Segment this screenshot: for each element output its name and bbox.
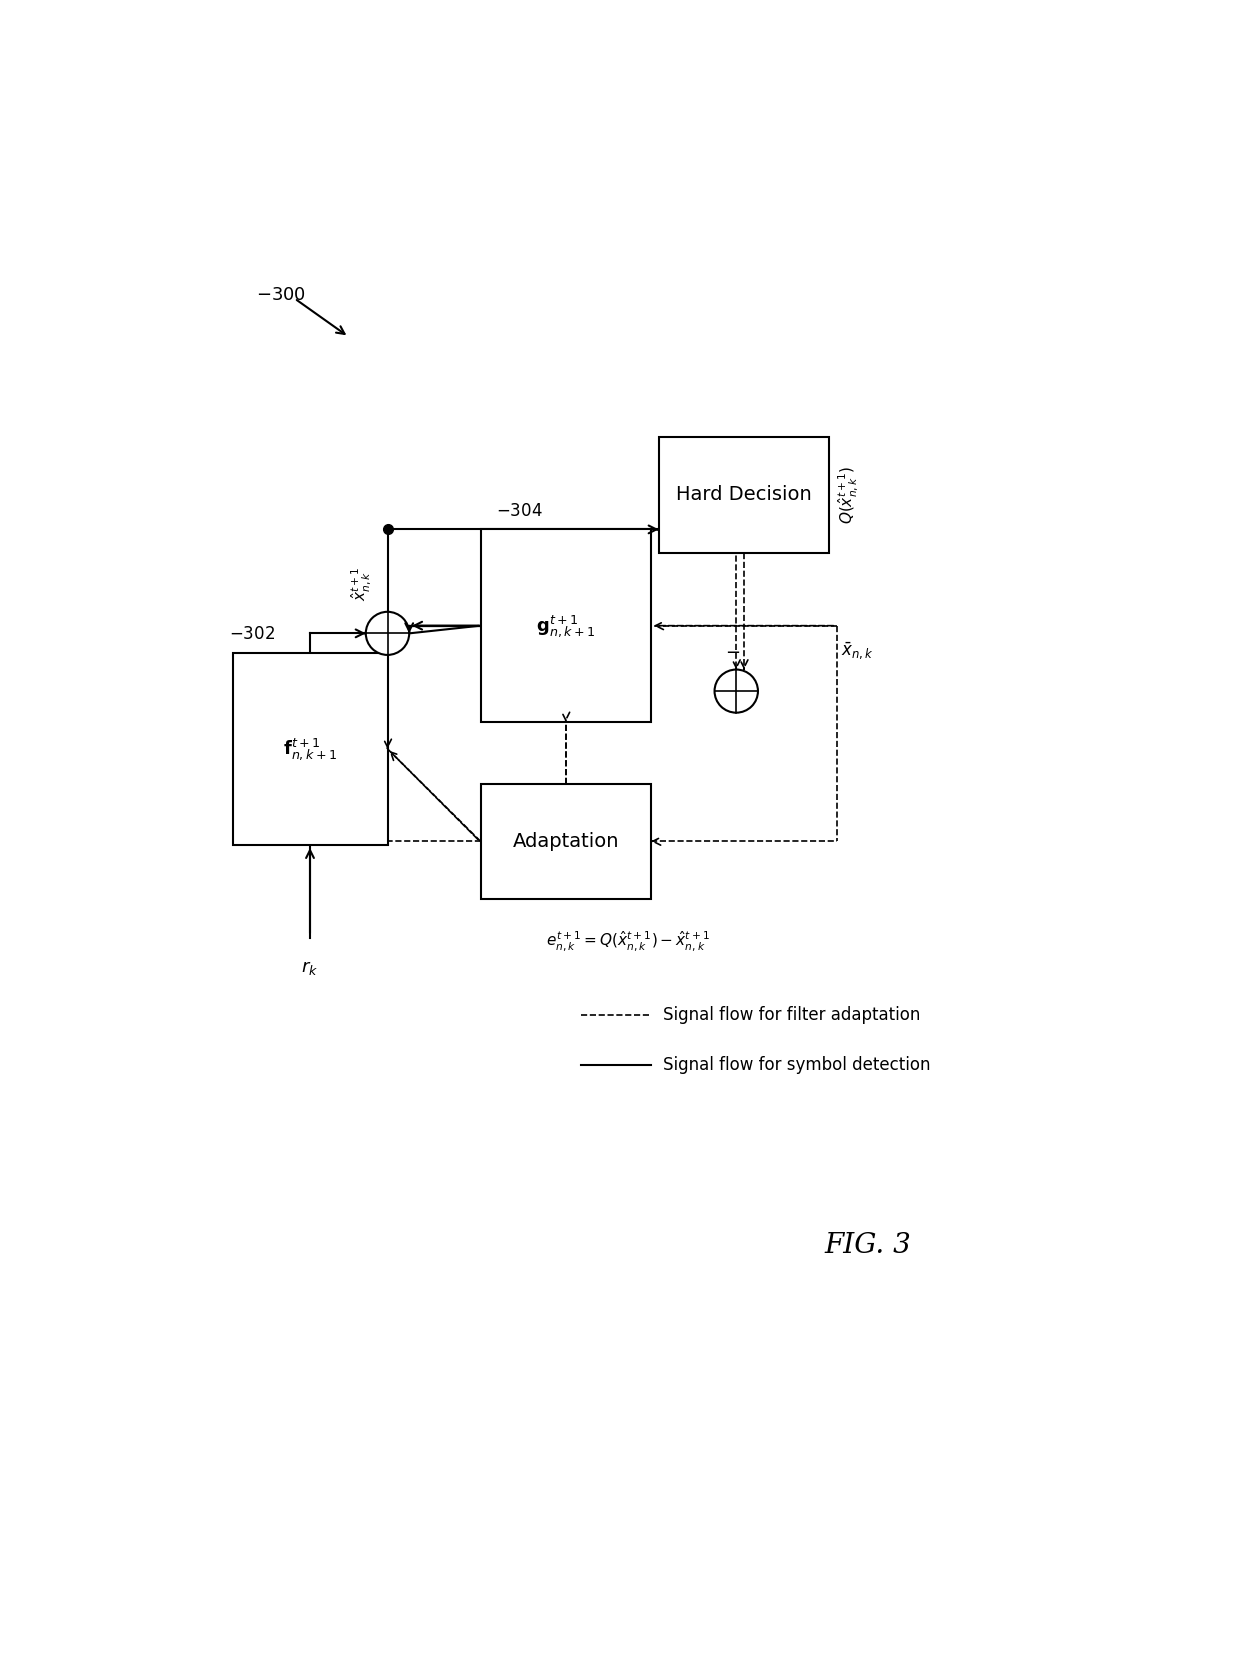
Bar: [481, 529, 651, 722]
Text: $-$304: $-$304: [496, 503, 543, 521]
Text: Signal flow for symbol detection: Signal flow for symbol detection: [662, 1055, 930, 1073]
Circle shape: [366, 612, 409, 655]
Text: $\mathbf{g}^{t+1}_{n,k+1}$: $\mathbf{g}^{t+1}_{n,k+1}$: [536, 612, 595, 639]
Bar: [481, 783, 651, 899]
Text: $-$300: $-$300: [255, 285, 306, 304]
Text: $-$: $-$: [725, 642, 740, 660]
Text: $\mathbf{f}^{t+1}_{n,k+1}$: $\mathbf{f}^{t+1}_{n,k+1}$: [283, 737, 337, 761]
Text: $\hat{x}^{t+1}_{n,k}$: $\hat{x}^{t+1}_{n,k}$: [350, 566, 373, 601]
Circle shape: [714, 670, 758, 713]
Text: Adaptation: Adaptation: [512, 831, 619, 851]
Bar: [658, 436, 830, 552]
Text: $e^{t+1}_{n,k}=Q(\hat{x}^{t+1}_{n,k})-\hat{x}^{t+1}_{n,k}$: $e^{t+1}_{n,k}=Q(\hat{x}^{t+1}_{n,k})-\h…: [546, 929, 709, 954]
Text: Hard Decision: Hard Decision: [676, 486, 812, 504]
Text: $\bar{x}_{n,k}$: $\bar{x}_{n,k}$: [841, 640, 874, 662]
Text: $-$302: $-$302: [228, 625, 275, 644]
Text: Signal flow for filter adaptation: Signal flow for filter adaptation: [662, 1005, 920, 1024]
Text: +: +: [345, 654, 360, 672]
Bar: [233, 652, 387, 844]
Text: $r_k$: $r_k$: [301, 959, 319, 977]
Text: $Q(\hat{x}^{t+1}_{n,k})$: $Q(\hat{x}^{t+1}_{n,k})$: [837, 466, 861, 524]
Text: FIG. 3: FIG. 3: [825, 1233, 911, 1259]
